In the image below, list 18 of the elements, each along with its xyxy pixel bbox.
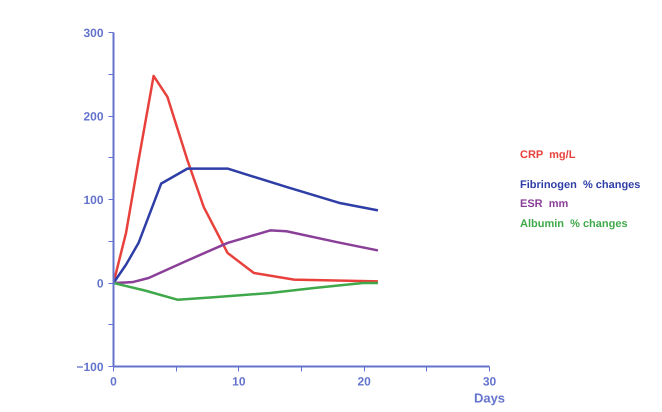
x-tick-label: 10 <box>232 374 246 388</box>
y-tick-label: 100 <box>83 193 104 207</box>
x-tick-label: 20 <box>357 374 372 388</box>
y-tick-label: 0 <box>96 276 104 290</box>
x-tick-label: 30 <box>482 374 496 388</box>
text: CRP mg/L <box>520 148 576 163</box>
line-series <box>114 74 380 284</box>
line-series <box>114 282 380 301</box>
x-tick-label: 0 <box>110 374 118 388</box>
text: Fibrinogen % changes <box>520 178 640 193</box>
line-series <box>114 167 380 284</box>
y-tick-label: 200 <box>83 110 104 124</box>
y-tick-label: 300 <box>83 26 104 40</box>
text: Albumin % changes <box>520 217 629 232</box>
y-tick-label: −100 <box>76 360 104 374</box>
line-series <box>114 229 380 284</box>
x-axis-title: Days <box>474 390 506 406</box>
text: ESR mm <box>520 197 570 212</box>
